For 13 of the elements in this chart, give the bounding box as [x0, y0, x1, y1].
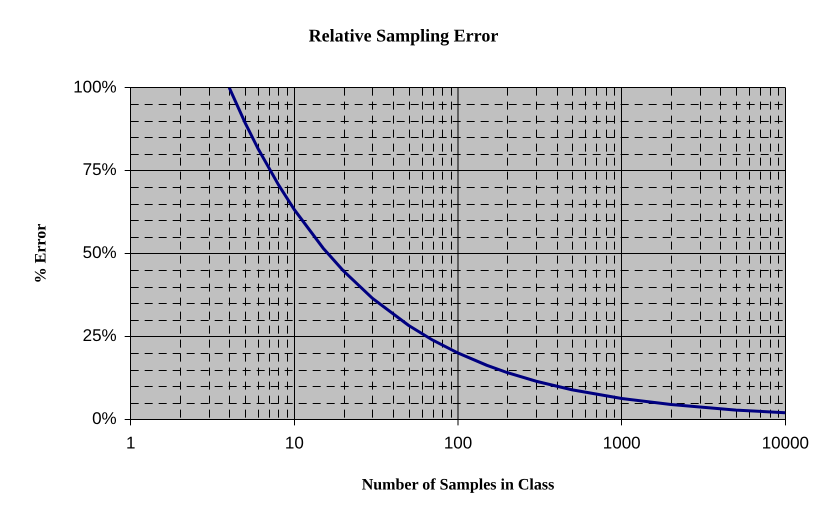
y-tick-label: 75% [82, 160, 117, 180]
y-tick-label: 25% [82, 326, 117, 346]
x-tick-label: 10000 [762, 433, 810, 452]
y-tick-label: 0% [92, 409, 117, 428]
x-tick-label: 1000 [602, 433, 641, 452]
x-tick-label: 10 [284, 433, 304, 452]
x-tick-label: 1 [126, 433, 136, 452]
y-tick-label: 50% [82, 243, 117, 262]
x-axis-title: Number of Samples in Class [362, 476, 554, 494]
y-axis-title: % Error [32, 224, 50, 284]
y-tick-label: 100% [73, 77, 117, 96]
chart-title: Relative Sampling Error [308, 25, 498, 46]
x-tick-label: 100 [444, 433, 472, 452]
